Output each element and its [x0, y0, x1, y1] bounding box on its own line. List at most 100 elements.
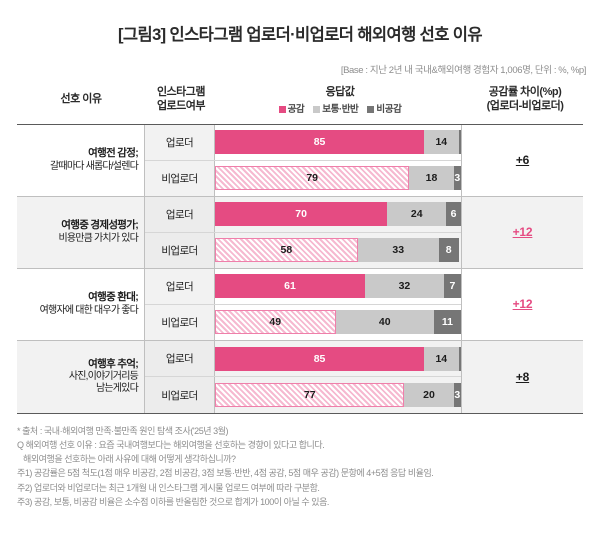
table-row: 여행중 경제성평가; 비용만큼 가치가 있다 업로더 70 24 6 비업로더: [17, 196, 583, 269]
series-row-non-uploader: 비업로더 49 40 11: [145, 304, 461, 340]
series-row-non-uploader: 비업로더 79 18 3: [145, 160, 461, 196]
series-type-label: 업로더: [145, 124, 215, 160]
legend-label-disagree: 비공감: [376, 103, 402, 115]
reason-subtitle: 비용만큼 가치가 있다: [58, 232, 138, 244]
legend-label-neutral: 보통·반반: [322, 103, 359, 115]
reason-title: 여행중 경제성평가;: [61, 219, 138, 232]
bar-segment-neutral: 32: [365, 274, 444, 299]
legend-item-agree: 공감: [278, 103, 305, 116]
bar-segment-neutral: 14: [424, 346, 459, 371]
stacked-bar: 49 40 11: [215, 310, 461, 335]
stacked-bar: 79 18 3: [215, 166, 461, 191]
series-type-label: 업로더: [145, 196, 215, 232]
bar-segment-neutral: 14: [424, 130, 459, 155]
bar-segment-neutral: 33: [357, 238, 439, 263]
bar-cell: 79 18 3: [215, 161, 461, 196]
stacked-bar: 85 14: [215, 130, 461, 155]
stacked-bar: 70 24 6: [215, 202, 461, 227]
table-header: 선호 이유 인스타그램 업로드여부 응답값 공감 보통·반반 비공감: [0, 82, 600, 124]
reason-title: 여행중 환대;: [88, 291, 139, 304]
series-type-label: 비업로더: [145, 377, 215, 413]
header-diff: 공감률 차이(%p) (업로더-비업로더): [464, 86, 586, 114]
footnote-question-line1: Q 해외여행 선호 이유 : 요즘 국내여행보다는 해외여행을 선호하는 경향이…: [17, 440, 325, 451]
chart-legend: 공감 보통·반반 비공감: [217, 104, 463, 116]
reason-subtitle-line2: 남는게있다: [95, 383, 139, 395]
reason-title: 여행후 추억;: [88, 357, 139, 370]
legend-item-disagree: 비공감: [367, 103, 402, 116]
header-diff-line2: (업로더-비업로더): [486, 99, 564, 112]
series-rows: 업로더 70 24 6 비업로더 58 33: [145, 196, 461, 268]
table-row: 여행중 환대; 여행자에 대한 대우가 좋다 업로더 61 32 7 비업로더: [17, 268, 583, 341]
header-value-label: 응답값: [325, 85, 355, 98]
series-row-non-uploader: 비업로더 58 33 8: [145, 232, 461, 268]
bar-segment-disagree: 11: [433, 310, 461, 335]
page-title: [그림3] 인스타그램 업로더·비업로더 해외여행 선호 이유: [118, 26, 483, 44]
table-row: 여행후 추억; 사진,이야기거리등 남는게있다 업로더 85 14: [17, 340, 583, 413]
header-upload-line1: 인스타그램: [156, 85, 206, 98]
stacked-bar: 77 20 3: [215, 383, 461, 408]
reason-cell: 여행중 환대; 여행자에 대한 대우가 좋다: [17, 268, 145, 340]
bar-segment-disagree: 8: [438, 238, 459, 263]
bar-cell: 85 14: [215, 125, 461, 160]
legend-swatch-disagree: [367, 105, 375, 113]
bar-segment-agree: 58: [215, 238, 358, 263]
bar-segment-neutral: 18: [409, 166, 454, 191]
diff-cell: +12: [461, 196, 583, 268]
reason-cell: 여행후 추억; 사진,이야기거리등 남는게있다: [17, 340, 145, 413]
bar-segment-disagree: 3: [453, 383, 461, 408]
bar-segment-disagree: [458, 130, 461, 155]
reason-cell: 여행중 경제성평가; 비용만큼 가치가 있다: [17, 196, 145, 268]
bar-segment-agree: 49: [215, 310, 336, 335]
bar-segment-disagree: [458, 346, 461, 371]
bar-segment-agree: 85: [215, 346, 425, 371]
bar-segment-neutral: 40: [335, 310, 434, 335]
stacked-bar: 85 14: [215, 346, 461, 371]
table-row: 여행전 감정; 갈때마다 새롭다/설렌다 업로더 85 14 비업로더: [17, 124, 583, 197]
bar-cell: 58 33 8: [215, 233, 461, 268]
bar-segment-disagree: 3: [453, 166, 461, 191]
reason-subtitle: 여행자에 대한 대우가 좋다: [39, 304, 139, 316]
series-type-label: 업로더: [145, 340, 215, 377]
legend-item-neutral: 보통·반반: [313, 103, 359, 116]
diff-cell: +6: [461, 124, 583, 196]
series-type-label: 비업로더: [145, 160, 215, 196]
header-response-value: 응답값 공감 보통·반반 비공감: [217, 86, 463, 116]
header-upload-status: 인스타그램 업로드여부: [146, 86, 216, 114]
series-row-uploader: 업로더 61 32 7: [145, 268, 461, 305]
bar-segment-agree: 85: [215, 130, 425, 155]
bar-segment-agree: 61: [215, 274, 366, 299]
footnote-source: * 출처 : 국내·해외여행 만족·불만족 원인 탐색 조사('25년 3월): [17, 425, 229, 436]
bar-segment-agree: 79: [215, 166, 410, 191]
base-note: [Base : 지난 2년 내 국내&해외여행 경험자 1,006명, 단위 :…: [340, 64, 587, 76]
legend-swatch-agree: [278, 105, 286, 113]
header-diff-line1: 공감률 차이(%p): [488, 85, 562, 98]
series-type-label: 비업로더: [145, 304, 215, 340]
footnote-note1: 주1) 공감률은 5점 척도(1점 매우 비공감, 2점 비공감, 3점 보통·…: [17, 468, 434, 479]
reason-cell: 여행전 감정; 갈때마다 새롭다/설렌다: [17, 124, 145, 196]
bar-segment-disagree: 7: [443, 274, 461, 299]
stacked-bar: 58 33 8: [215, 238, 461, 263]
reason-title: 여행전 감정;: [88, 147, 139, 160]
bar-cell: 49 40 11: [215, 305, 461, 340]
bar-segment-agree: 70: [215, 202, 388, 227]
data-table: 여행전 감정; 갈때마다 새롭다/설렌다 업로더 85 14 비업로더: [17, 123, 583, 414]
series-row-uploader: 업로더 85 14: [145, 124, 461, 161]
footnotes: * 출처 : 국내·해외여행 만족·불만족 원인 탐색 조사('25년 3월) …: [17, 424, 600, 509]
bar-segment-neutral: 20: [404, 383, 454, 408]
series-type-label: 비업로더: [145, 232, 215, 268]
stacked-bar: 61 32 7: [215, 274, 461, 299]
header-upload-line2: 업로드여부: [156, 99, 206, 112]
bar-cell: 61 32 7: [215, 269, 461, 304]
bar-segment-neutral: 24: [387, 202, 447, 227]
header-reason: 선호 이유: [60, 92, 102, 105]
legend-swatch-neutral: [313, 105, 321, 113]
footnote-note3: 주3) 공감, 보통, 비공감 비율은 소수점 이하를 반올림한 것으로 합계가…: [17, 496, 329, 507]
legend-label-agree: 공감: [287, 103, 305, 115]
diff-cell: +12: [461, 268, 583, 340]
series-row-uploader: 업로더 85 14: [145, 340, 461, 378]
footnote-question-line2: 해외여행을 선호하는 아래 사유에 대해 어떻게 생각하십니까?: [23, 454, 236, 465]
footnote-note2: 주2) 업로더와 비업로더는 최근 1개월 내 인스타그램 게시물 업로드 여부…: [17, 482, 320, 493]
bar-cell: 70 24 6: [215, 197, 461, 232]
bar-segment-disagree: 6: [446, 202, 461, 227]
